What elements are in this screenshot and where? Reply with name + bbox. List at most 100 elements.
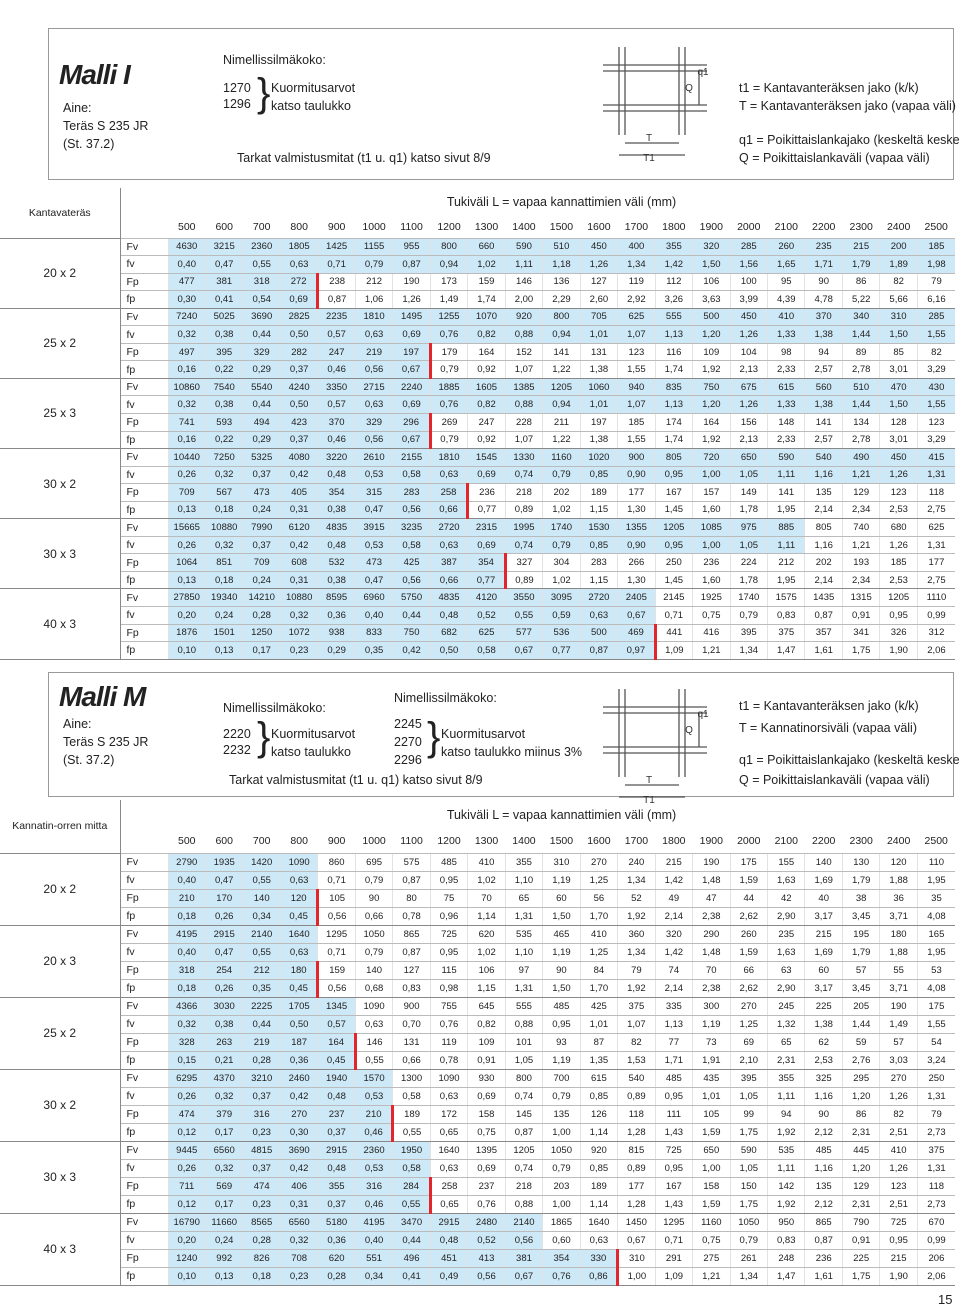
cell: 2,12	[804, 1195, 843, 1214]
cell: 0,46	[317, 431, 356, 450]
cell: 485	[804, 1141, 843, 1160]
cell: 1,71	[654, 1051, 693, 1070]
load-table: Kantavateräs Tukiväli L = vapaa kannattim…	[0, 188, 955, 660]
cell: 0,76	[467, 1195, 506, 1214]
cell: 1090	[429, 1069, 468, 1088]
cell: 0,79	[429, 360, 468, 379]
cell: 2915	[204, 925, 243, 944]
cell: 1050	[542, 1141, 581, 1160]
size-heading: Nimellissilmäkoko:	[223, 701, 326, 715]
cell: 2225	[242, 997, 281, 1016]
cell: 1,16	[804, 1087, 843, 1106]
column-header: 1200	[430, 830, 468, 854]
column-header: 600	[205, 830, 243, 854]
cell: 0,20	[167, 606, 206, 625]
cell: 1,14	[467, 907, 506, 926]
mesh-diagram: q1 Q T T1	[603, 689, 709, 805]
cell: 1,31	[916, 466, 955, 485]
cell: 341	[841, 624, 880, 643]
cell: 725	[654, 1141, 693, 1160]
cell: 0,44	[242, 395, 281, 414]
cell: 3,71	[879, 907, 918, 926]
cell: 1,61	[804, 1267, 843, 1286]
cell: 0,67	[392, 360, 432, 379]
cell: 1355	[617, 518, 656, 537]
cell: 445	[841, 1141, 880, 1160]
size-code: 2270	[394, 735, 422, 749]
cell: 1385	[504, 378, 543, 397]
cell: 1330	[504, 448, 543, 467]
cell: 275	[692, 1249, 731, 1268]
cell: 310	[617, 1249, 656, 1268]
cell: 2,06	[916, 641, 955, 660]
cell: 1,95	[916, 871, 955, 890]
cell: 55	[879, 961, 918, 980]
cell: 2825	[279, 308, 318, 327]
cell: 0,83	[767, 606, 805, 625]
cell: 0,63	[429, 536, 468, 555]
cell: 218	[504, 483, 543, 502]
cell: 1205	[654, 518, 693, 537]
cell: 1,42	[654, 943, 693, 962]
column-header: 2000	[730, 830, 768, 854]
cell: 86	[841, 273, 880, 292]
cell: 0,44	[242, 325, 281, 344]
row-label: Fp	[120, 1033, 169, 1052]
cell: 70	[467, 889, 506, 908]
cell: 1,01	[692, 1087, 731, 1106]
cell: 174	[654, 413, 693, 432]
data-row: Fp 709 567 473 405 354 315 283 258 236 218 202 189 17…	[0, 483, 955, 502]
data-row: 40 x 3 Fv 27850 19340 14210 10880 8595 6960 5750…	[0, 588, 955, 660]
cell: 0,71	[317, 871, 356, 890]
cell: 469	[617, 624, 657, 643]
cell: 938	[317, 624, 356, 643]
cell: 0,58	[392, 1159, 431, 1178]
cell: 474	[242, 1177, 281, 1196]
cell: 82	[617, 1033, 656, 1052]
cell: 325	[804, 1069, 843, 1088]
cell: 0,53	[354, 1159, 393, 1178]
cell: 1,10	[504, 871, 543, 890]
cell: 615	[579, 1069, 618, 1088]
cell: 0,47	[354, 571, 393, 590]
cell: 695	[354, 853, 393, 872]
cell: 1,69	[804, 943, 843, 962]
cell: 650	[729, 448, 768, 467]
cell: 1,33	[767, 325, 805, 344]
diagram-label: q1	[697, 709, 709, 720]
size-note: katso taulukko	[271, 99, 351, 113]
cell: 0,31	[279, 501, 318, 520]
cell: 1,44	[841, 325, 880, 344]
cell: 119	[617, 273, 656, 292]
cell: 215	[841, 238, 880, 257]
cell: 164	[467, 343, 506, 362]
cell: 238	[317, 273, 356, 292]
cell: 1,38	[804, 1015, 843, 1034]
cell: 1,92	[767, 1123, 805, 1142]
cell: 0,41	[392, 1267, 431, 1286]
cell: 1,26	[729, 395, 768, 414]
cell: 1,50	[542, 907, 581, 926]
cell: 560	[804, 378, 843, 397]
cell: 709	[242, 553, 281, 572]
legend-line: q1 = Poikittaislankajako (keskeltä keske…	[739, 133, 960, 147]
cell: 118	[617, 1105, 656, 1124]
cell: 1,35	[579, 1051, 618, 1070]
cell: 354	[467, 553, 507, 572]
cell: 135	[804, 483, 843, 502]
cell: 203	[542, 1177, 581, 1196]
size-code: 2296	[394, 753, 422, 767]
cell: 1205	[879, 588, 918, 607]
row-label: fp	[120, 1195, 169, 1214]
cell: 1,71	[804, 255, 843, 274]
cell: 0,63	[429, 1159, 468, 1178]
group-label: 40 x 3	[0, 1213, 121, 1286]
cell: 0,48	[317, 536, 356, 555]
cell: 0,24	[204, 606, 243, 625]
cell: 1435	[804, 588, 843, 607]
cell: 212	[354, 273, 393, 292]
row-label: Fp	[120, 343, 169, 362]
cell: 3,71	[879, 979, 918, 998]
cell: 477	[167, 273, 206, 292]
column-header-row: 500 600 700 800 900 1000 1100 1200 1300 1400 1500 1…	[0, 216, 955, 239]
